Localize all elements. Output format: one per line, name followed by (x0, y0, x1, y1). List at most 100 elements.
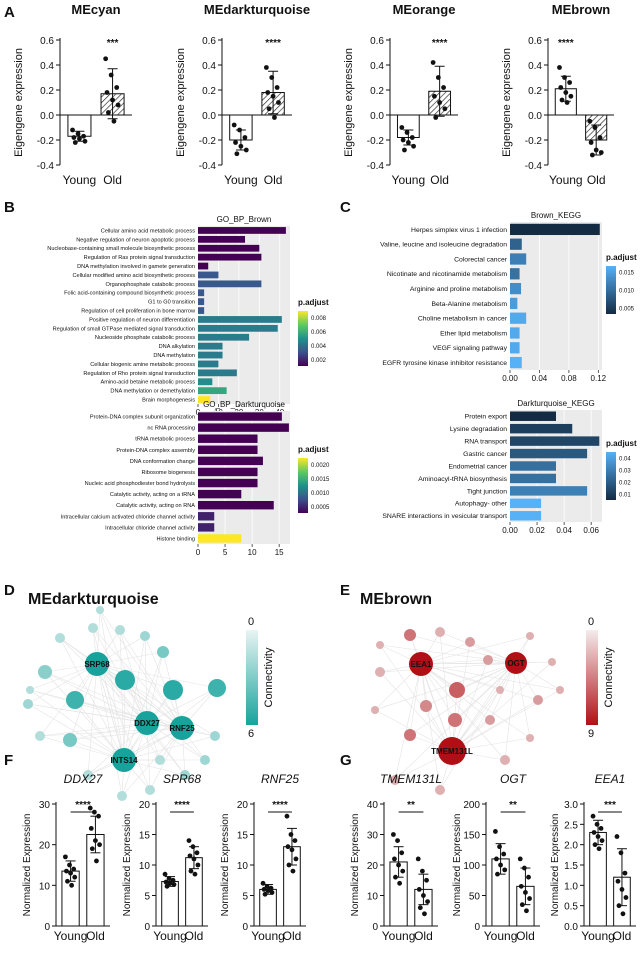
y-tick-label: 0.4 (370, 61, 384, 72)
category-label: Amino-acid betaine metabolic process (100, 380, 195, 386)
chart-title: Brown_KEGG (531, 211, 581, 220)
y-axis-label: Normalized Expression (550, 814, 561, 917)
y-tick-label: 1.0 (564, 881, 578, 892)
y-tick-label: -0.2 (367, 136, 385, 147)
bar-young (259, 888, 277, 927)
significance-label: ** (509, 800, 517, 811)
network-title: MEdarkturquoise (28, 591, 159, 608)
y-tick-label: 0 (242, 922, 248, 933)
data-point (192, 871, 198, 877)
data-point (564, 100, 570, 105)
bar (198, 534, 242, 543)
y-tick-label: 0.2 (40, 86, 54, 97)
network-node (496, 686, 504, 694)
network-edge (504, 662, 517, 761)
network-node (485, 715, 495, 725)
data-point (421, 893, 426, 898)
data-point (67, 862, 72, 868)
panel-label-A: A (4, 4, 15, 21)
data-point (272, 115, 277, 120)
data-point (597, 135, 603, 140)
data-point (595, 834, 601, 839)
network-edge (99, 609, 125, 761)
network-edge (29, 689, 148, 724)
data-point (188, 868, 194, 874)
network-node (404, 729, 416, 741)
data-point (237, 127, 242, 133)
network-edge (92, 627, 125, 761)
network-edge (69, 722, 148, 741)
y-tick-label: 0.0 (528, 111, 542, 122)
network-edge (144, 635, 148, 724)
bar (198, 523, 215, 532)
network-node (26, 686, 34, 694)
chart-go-bp-brown: GO_BP_Brown Cellular amino acid metabolic… (47, 215, 329, 417)
data-point (599, 838, 605, 843)
network-edge (96, 663, 218, 689)
y-tick-label: 150 (463, 831, 480, 842)
category-label: Endometrial cancer (448, 463, 507, 470)
legend-title: Connectivity (263, 647, 275, 707)
network-edge (420, 663, 506, 761)
category-label: DNA methylation (153, 353, 195, 359)
bar (198, 227, 286, 234)
bar (198, 360, 219, 368)
network-edge (123, 687, 218, 761)
chart-medarkturquoise: MEdarkturquoise Eigengene expression -0.4 -… (175, 2, 310, 187)
bar (198, 500, 274, 510)
category-label: Lysine degradation (450, 426, 507, 433)
network-edge (69, 727, 183, 741)
bar (198, 235, 246, 243)
data-point (265, 90, 271, 95)
data-point (558, 85, 564, 90)
chart-title: TMEM131L (380, 772, 442, 786)
network-edge (99, 609, 148, 724)
y-tick-label: 0.6 (528, 36, 542, 47)
data-point (395, 838, 400, 843)
network-edge (379, 671, 453, 752)
network-node (533, 695, 543, 705)
data-point (81, 133, 86, 139)
category-label: Cellular modified amino acid biosyntheti… (73, 273, 196, 279)
bar (510, 473, 556, 484)
y-axis-label: Eigengene expression (343, 48, 355, 157)
y-tick-label: 20 (367, 861, 379, 872)
network-edge (420, 662, 517, 665)
data-point (75, 131, 81, 137)
chart-title: Darkturquoise_KEGG (517, 399, 594, 408)
network-edge (420, 635, 531, 665)
data-point (400, 868, 406, 874)
data-point (243, 147, 249, 153)
bar (510, 342, 520, 354)
data-point (293, 856, 299, 862)
x-tick-label: 0.08 (561, 374, 577, 383)
plot-background (198, 226, 290, 404)
bar (198, 467, 258, 477)
category-label: Regulation of cell proliferation in bone… (81, 309, 196, 315)
y-tick-label: 0.2 (528, 86, 542, 97)
category-label: Regulation of Rho protein signal transdu… (83, 371, 195, 377)
y-axis-label: Normalized Expression (452, 814, 463, 917)
colorbar (246, 630, 258, 725)
hub-node-label: EEA1 (411, 660, 432, 669)
chart-title: RNF25 (261, 772, 299, 786)
network-edge (394, 663, 422, 781)
network-node (208, 679, 226, 697)
category-label: Old (587, 173, 606, 187)
network-node (435, 785, 445, 795)
y-tick-label: 10 (367, 892, 379, 903)
y-tick-label: -0.4 (525, 161, 543, 172)
chart-title: GO_BP_Darkturquoise (203, 400, 285, 409)
data-point (170, 877, 176, 883)
network-node (145, 785, 155, 795)
bar (198, 423, 289, 432)
data-point (559, 97, 565, 103)
hub-node-label: TMEM131L (431, 747, 473, 756)
category-label: Regulation of small GTPase mediated sign… (53, 326, 195, 332)
data-point (96, 813, 101, 819)
legend-tick-label: 0.010 (619, 289, 635, 295)
network-edge (44, 671, 183, 729)
data-point (233, 140, 238, 145)
y-tick-label: 10 (39, 881, 51, 892)
chart-tmem131l: TMEM131L Normalized Expression 0 10 20 30 40 Yo… (350, 772, 442, 943)
